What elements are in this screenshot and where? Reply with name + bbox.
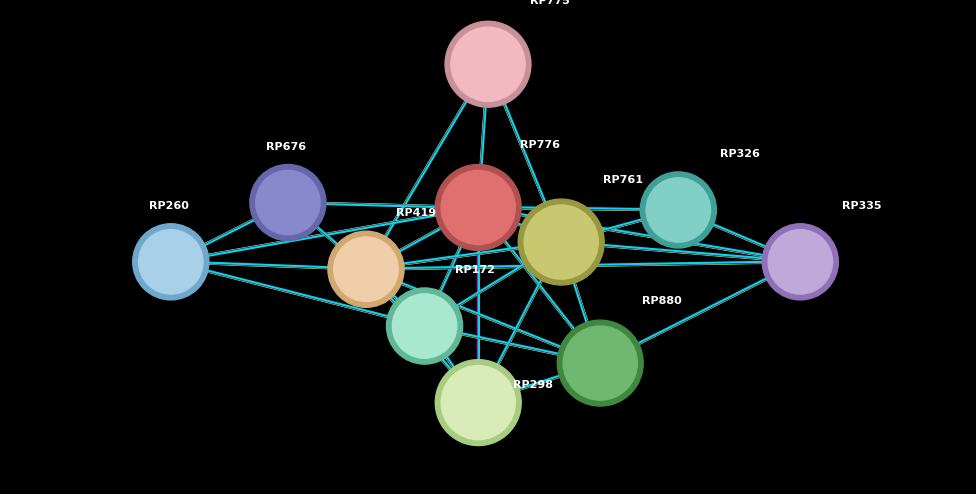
Text: RP676: RP676 <box>266 142 306 152</box>
Ellipse shape <box>441 170 515 245</box>
Text: RP419: RP419 <box>396 208 436 218</box>
Ellipse shape <box>392 294 457 358</box>
Ellipse shape <box>768 230 833 294</box>
Ellipse shape <box>328 231 404 307</box>
Text: RP775: RP775 <box>530 0 570 6</box>
Ellipse shape <box>435 165 521 250</box>
Text: RP298: RP298 <box>513 380 553 390</box>
Ellipse shape <box>445 21 531 107</box>
Ellipse shape <box>563 326 637 400</box>
Text: RP761: RP761 <box>603 175 643 185</box>
Ellipse shape <box>646 178 711 242</box>
Ellipse shape <box>451 27 525 101</box>
Ellipse shape <box>524 205 598 279</box>
Text: RP172: RP172 <box>455 265 495 275</box>
Ellipse shape <box>762 224 838 300</box>
Ellipse shape <box>640 172 716 248</box>
Ellipse shape <box>557 320 643 406</box>
Ellipse shape <box>256 170 320 235</box>
Text: RP776: RP776 <box>520 140 560 150</box>
Ellipse shape <box>133 224 209 300</box>
Text: RP880: RP880 <box>642 296 682 306</box>
Ellipse shape <box>386 288 463 364</box>
Ellipse shape <box>334 237 398 301</box>
Ellipse shape <box>435 360 521 446</box>
Ellipse shape <box>518 199 604 285</box>
Text: RP335: RP335 <box>842 201 881 211</box>
Ellipse shape <box>441 366 515 440</box>
Ellipse shape <box>250 165 326 241</box>
Text: RP260: RP260 <box>149 201 189 211</box>
Ellipse shape <box>139 230 203 294</box>
Text: RP326: RP326 <box>720 149 760 159</box>
